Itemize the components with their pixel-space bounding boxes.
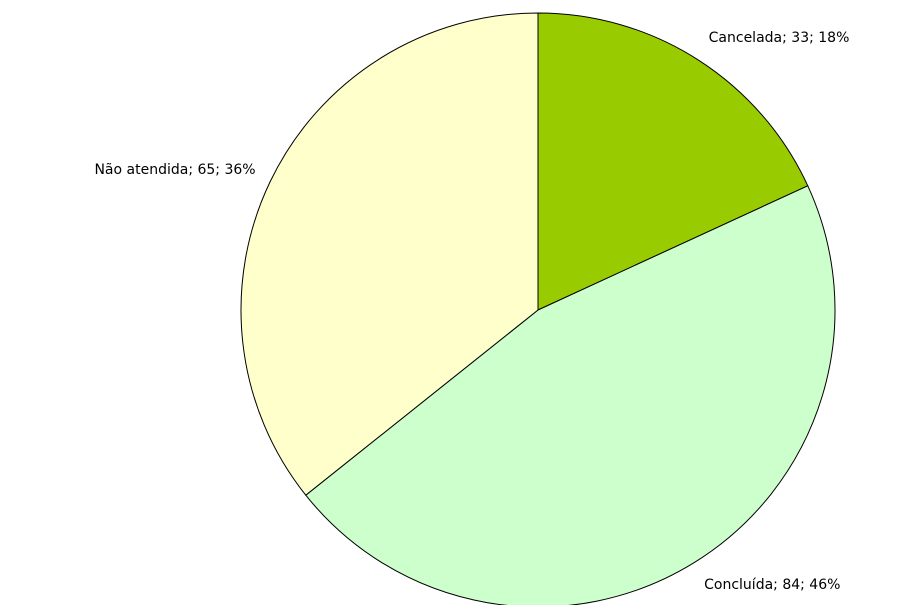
pie-slice bbox=[305, 185, 836, 605]
pie-slice bbox=[240, 12, 539, 496]
data-label: Concluída; 84; 46% bbox=[704, 577, 840, 593]
data-label: Não atendida; 65; 36% bbox=[94, 162, 255, 178]
data-label: Cancelada; 33; 18% bbox=[709, 30, 850, 46]
pie-slice bbox=[537, 12, 809, 311]
